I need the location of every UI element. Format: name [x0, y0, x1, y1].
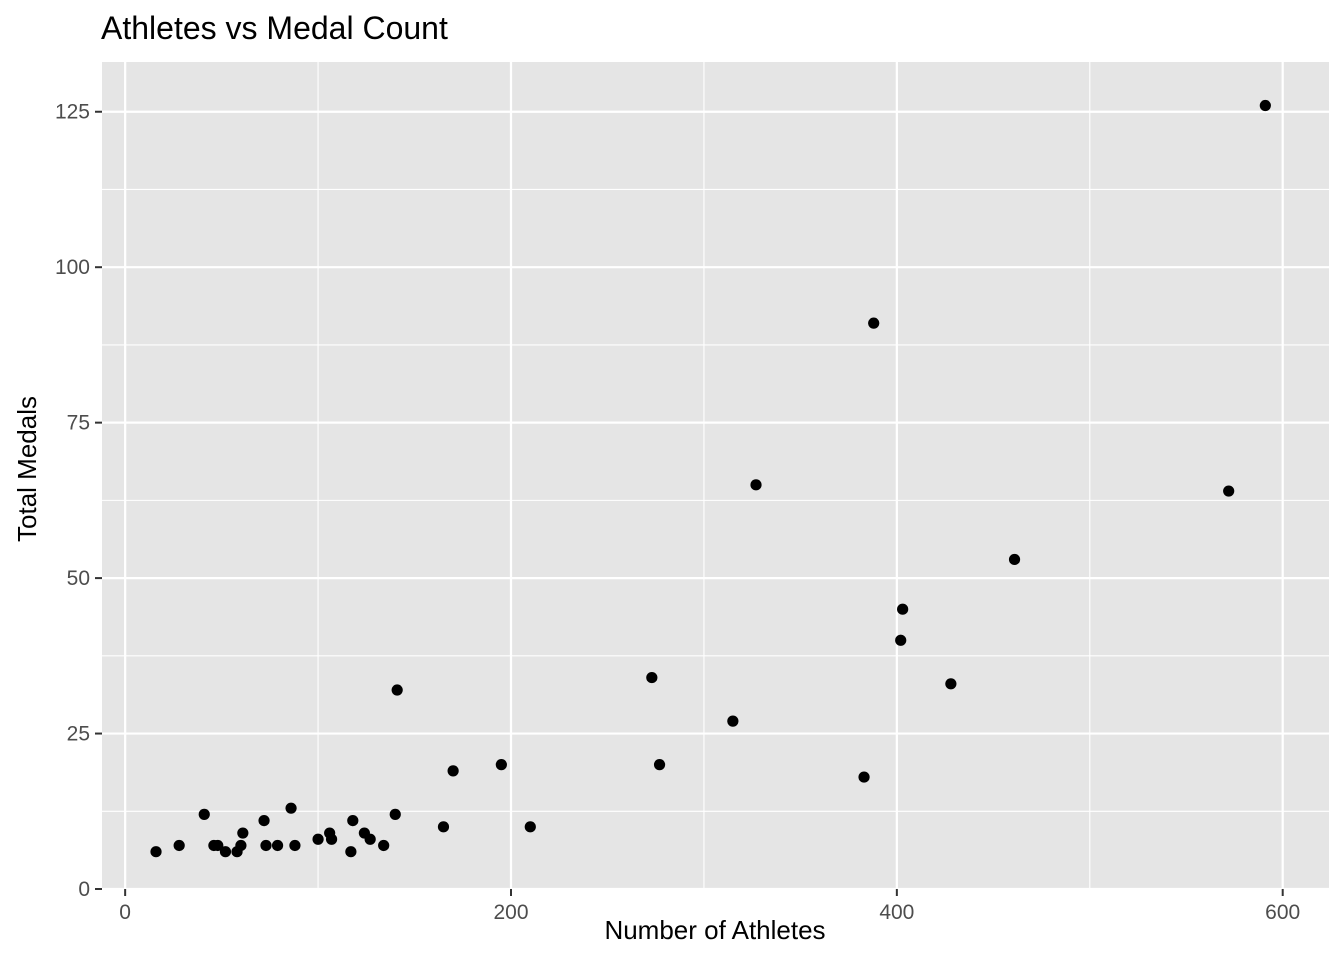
data-point	[347, 815, 359, 827]
data-point	[378, 839, 390, 852]
data-point	[364, 833, 376, 845]
y-tick-label: 125	[55, 101, 90, 124]
data-point	[1259, 99, 1271, 112]
data-points	[150, 99, 1271, 858]
data-point	[235, 839, 247, 852]
data-point	[391, 684, 403, 696]
x-axis-title: Number of Athletes	[604, 915, 825, 945]
major-gridlines	[102, 62, 1329, 891]
data-point	[312, 833, 324, 845]
data-point	[895, 634, 907, 646]
data-point	[271, 839, 284, 852]
y-tick-label: 25	[67, 723, 90, 746]
data-point	[285, 802, 297, 814]
y-axis-title: Total Medals	[12, 396, 42, 542]
x-tick-label: 200	[493, 901, 528, 924]
data-point	[212, 839, 224, 852]
data-point	[173, 839, 185, 852]
data-point	[258, 815, 270, 827]
plot-panel	[102, 62, 1329, 889]
data-point	[289, 839, 301, 852]
data-point	[219, 846, 232, 858]
data-point	[495, 759, 507, 771]
data-point	[260, 839, 272, 852]
data-point	[868, 317, 880, 329]
data-point	[389, 808, 401, 820]
data-point	[646, 671, 658, 684]
data-point	[150, 846, 162, 858]
data-point	[1223, 485, 1235, 497]
data-point	[437, 821, 450, 833]
y-tick-label: 75	[67, 412, 90, 435]
data-point	[524, 821, 536, 833]
x-axis-ticks: 0 200 400 600	[119, 889, 1300, 924]
data-point	[653, 759, 666, 771]
x-tick-label: 600	[1265, 901, 1300, 924]
minor-gridlines	[102, 62, 1329, 889]
x-tick-label: 0	[119, 901, 131, 924]
data-point	[858, 771, 870, 783]
data-point	[198, 808, 210, 820]
data-point	[345, 846, 357, 858]
data-point	[945, 678, 957, 690]
data-point	[727, 715, 739, 727]
chart-title: Athletes vs Medal Count	[101, 10, 448, 46]
y-tick-label: 50	[67, 567, 90, 590]
x-tick-label: 400	[879, 901, 914, 924]
data-point	[897, 603, 909, 615]
data-point	[750, 479, 762, 491]
y-axis-ticks: 0 25 50 75 100 125	[55, 101, 102, 901]
data-point	[325, 833, 338, 845]
y-tick-label: 0	[78, 878, 90, 901]
data-point	[447, 765, 459, 777]
y-tick-label: 100	[55, 256, 90, 279]
data-point	[1008, 553, 1021, 566]
data-point	[237, 827, 249, 839]
